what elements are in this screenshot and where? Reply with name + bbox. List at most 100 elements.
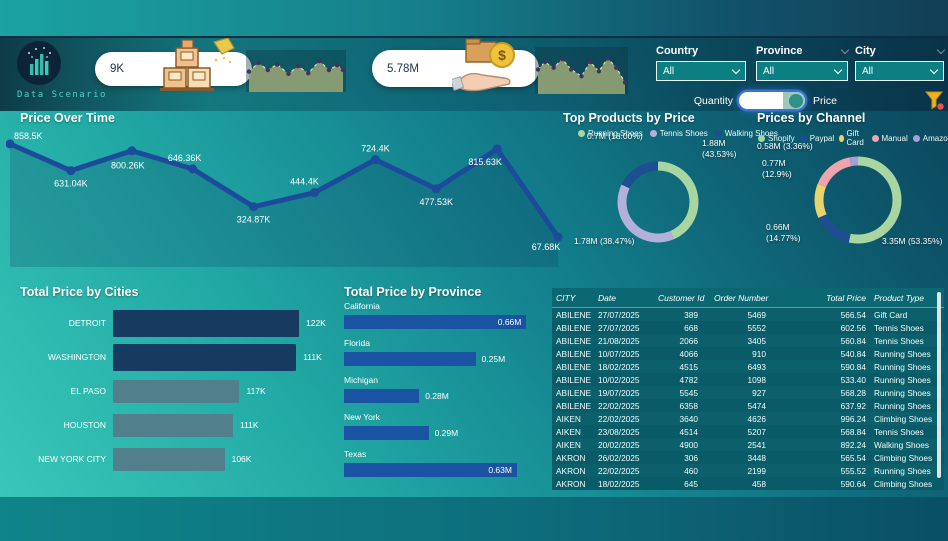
sparkline-point: [588, 59, 593, 65]
province-value-label: 0.66M: [497, 317, 522, 327]
legend-item[interactable]: Manual: [871, 134, 908, 143]
table-cell: 996.24: [840, 413, 866, 424]
table-cell: AKRON: [556, 452, 586, 463]
table-row[interactable]: ABILENE 21/08/2025 2066 3405 560.84 Tennis Sh…: [552, 334, 944, 347]
line-chart-point[interactable]: [553, 232, 563, 242]
table-row[interactable]: AIKEN 20/02/2025 4900 2541 892.24 Walking Sho…: [552, 438, 944, 451]
table-cell: ABILENE: [556, 374, 592, 385]
donut-segment-amazon[interactable]: [814, 156, 902, 244]
province-bar[interactable]: 0.66M: [344, 315, 527, 329]
city-bar[interactable]: [113, 413, 233, 437]
table-column-header[interactable]: Total Price: [826, 292, 866, 303]
legend-item[interactable]: Gift Card: [839, 129, 866, 147]
donut-segment-tennis-shoes[interactable]: [617, 161, 699, 243]
line-chart-point[interactable]: [249, 202, 259, 212]
sparkline-point: [265, 67, 270, 73]
donut-segment-gift-card[interactable]: [814, 156, 902, 244]
city-bar[interactable]: [113, 343, 297, 371]
legend-item[interactable]: Amazon: [912, 134, 948, 143]
table-row[interactable]: ABILENE 19/07/2025 5545 927 568.28 Running Sh…: [552, 386, 944, 399]
donut-segment-walking-shoes[interactable]: [617, 161, 699, 243]
table-cell: 533.40: [840, 374, 866, 385]
legend-item[interactable]: Shopify: [758, 134, 795, 143]
table-cell: 460: [684, 465, 698, 476]
city-bar[interactable]: [113, 447, 225, 471]
line-chart-point[interactable]: [431, 184, 441, 194]
line-chart-point[interactable]: [309, 188, 319, 198]
table-row[interactable]: ABILENE 18/02/2025 4515 6493 590.84 Running S…: [552, 360, 944, 373]
table-cell: Running Shoes: [874, 387, 931, 398]
city-bar-row: EL PASO 117K: [20, 374, 332, 408]
table-row[interactable]: ABILENE 27/07/2025 389 5469 566.54 Gift Card: [552, 308, 944, 321]
line-chart-data-label: 858.5K: [14, 131, 43, 141]
quantity-price-toggle[interactable]: [739, 92, 805, 109]
table-cell: Climbing Shoes: [874, 452, 933, 463]
table-column-header[interactable]: Order Number: [714, 292, 769, 303]
city-bar[interactable]: [113, 379, 240, 403]
city-value-label: 111K: [239, 420, 259, 430]
city-filter-dropdown[interactable]: All: [855, 61, 944, 81]
line-chart-point[interactable]: [66, 166, 76, 176]
country-filter-dropdown[interactable]: All: [656, 61, 746, 81]
city-category-label: WASHINGTON: [47, 352, 106, 362]
chevron-down-icon: [929, 65, 939, 75]
line-chart-data-label: 815.63K: [468, 157, 502, 167]
province-filter-dropdown[interactable]: All: [756, 61, 848, 81]
city-bar[interactable]: [113, 309, 299, 337]
legend-dot-icon: [578, 130, 585, 137]
table-scrollbar[interactable]: [937, 292, 941, 478]
table-cell: Running Shoes: [874, 348, 931, 359]
table-row[interactable]: AKRON 18/02/2025 645 458 590.64 Climbing Shoe…: [552, 477, 944, 490]
legend-item[interactable]: Walking Shoes: [714, 129, 778, 138]
province-bar-group: New York 0.29M: [344, 412, 534, 440]
province-bar[interactable]: [344, 426, 429, 440]
toggle-right-label: Price: [813, 95, 837, 107]
table-cell: 6358: [679, 400, 698, 411]
table-cell: 2541: [747, 439, 766, 450]
line-chart-point[interactable]: [188, 164, 198, 174]
line-chart-point[interactable]: [6, 139, 15, 149]
sparkline-point: [317, 58, 322, 64]
table-column-header[interactable]: Product Type: [874, 292, 924, 303]
toggle-knob[interactable]: [789, 93, 803, 108]
table-column-header[interactable]: CITY: [556, 292, 576, 303]
price-over-time-chart: 858.5K 631.04K 800.26K 646.36K 324.87K 444.4K…: [6, 131, 563, 267]
province-bar[interactable]: [344, 352, 476, 366]
table-column-header[interactable]: Customer Id: [658, 292, 705, 303]
table-cell: 4626: [747, 413, 766, 424]
table-row[interactable]: AIKEN 23/08/2025 4514 5207 568.84 Tennis Shoe…: [552, 425, 944, 438]
line-chart-point[interactable]: [127, 146, 137, 156]
pie2-legend: Shopify Paypal Gift Card Manual Amazon: [758, 129, 948, 147]
price-sparkline: [535, 47, 628, 94]
city-value-label: 117K: [246, 386, 266, 396]
city-value-label: 106K: [231, 454, 252, 464]
filter-funnel-icon[interactable]: [925, 91, 945, 111]
legend-label: Paypal: [809, 133, 835, 143]
line-chart-point[interactable]: [370, 155, 380, 165]
legend-item[interactable]: Paypal: [799, 133, 835, 143]
country-filter-value: All: [663, 65, 675, 77]
legend-item[interactable]: Tennis Shoes: [649, 129, 708, 138]
table-row[interactable]: ABILENE 22/02/2025 6358 5474 637.92 Running S…: [552, 399, 944, 412]
province-bar[interactable]: [344, 389, 420, 403]
table-row[interactable]: ABILENE 10/02/2025 4782 1098 533.40 Running S…: [552, 373, 944, 386]
table-row[interactable]: ABILENE 27/07/2025 668 5552 602.56 Tennis Sho…: [552, 321, 944, 334]
sparkline-point: [614, 65, 619, 70]
table-column-header[interactable]: Date: [598, 292, 616, 303]
table-cell: Running Shoes: [874, 374, 931, 385]
table-row[interactable]: AKRON 26/02/2025 306 3448 565.54 Climbing Sho…: [552, 451, 944, 464]
table-row[interactable]: ABILENE 10/07/2025 4066 910 540.84 Running Sh…: [552, 347, 944, 360]
table-cell: Tennis Shoes: [874, 426, 924, 437]
table-cell: 590.64: [840, 478, 866, 489]
table-row[interactable]: AIKEN 22/02/2025 3640 4626 996.24 Climbing Sh…: [552, 412, 944, 425]
chevron-down-icon: [731, 65, 741, 75]
legend-label: Tennis Shoes: [659, 129, 708, 138]
legend-item[interactable]: Running Shoes: [578, 129, 643, 138]
line-chart-point[interactable]: [492, 144, 502, 154]
city-category-label: DETROIT: [68, 318, 106, 328]
table-cell: 5474: [747, 400, 766, 411]
province-bar[interactable]: 0.63M: [344, 463, 517, 477]
province-filter-value: All: [763, 65, 775, 77]
table-row[interactable]: AKRON 22/02/2025 460 2199 555.52 Running Shoe…: [552, 464, 944, 477]
line-chart-data-label: 324.87K: [237, 215, 271, 225]
